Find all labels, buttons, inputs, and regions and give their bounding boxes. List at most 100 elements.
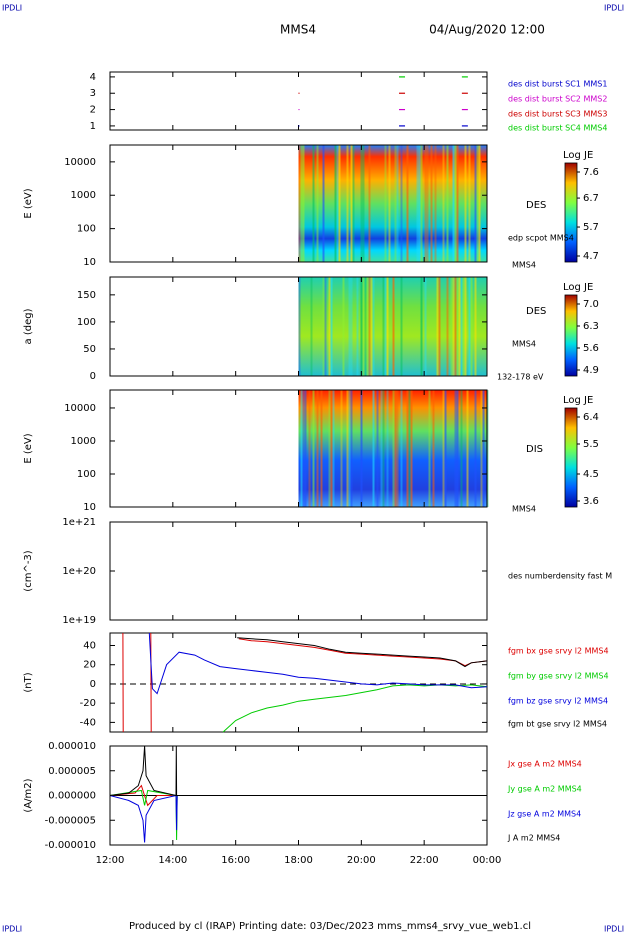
spectrogram-stripe <box>384 145 387 262</box>
y-axis-label: (nT) <box>23 672 34 692</box>
side-label: MMS4 <box>512 505 536 514</box>
colorbar-title: Log JE <box>563 282 593 293</box>
colorbar-tick-label: 4.7 <box>583 251 599 262</box>
legend-entry: fgm bx gse srvy l2 MMS4 <box>508 647 609 656</box>
side-label: DES <box>526 200 546 211</box>
spectrogram-stripe <box>350 390 353 507</box>
spectrogram-stripe <box>322 145 325 262</box>
spectrogram-stripe <box>300 145 303 262</box>
spectrogram-stripe <box>368 277 371 376</box>
y-tick-label: 100 <box>77 224 96 235</box>
y-tick-label: -0.000010 <box>45 840 96 851</box>
spectrogram-stripe <box>340 390 343 507</box>
spectrogram-stripe <box>312 390 315 507</box>
y-tick-label: 1e+21 <box>62 517 96 528</box>
y-tick-label: 3 <box>90 88 96 99</box>
spectrogram-stripe <box>446 145 449 262</box>
side-label: MMS4 <box>512 340 536 349</box>
spectrogram-stripe <box>468 145 471 262</box>
corner-label: IPDLI <box>2 4 22 13</box>
spectrogram-stripe <box>312 145 315 262</box>
y-tick-label: 10000 <box>64 157 96 168</box>
spectrogram-stripe <box>454 390 457 507</box>
spectrogram-stripe <box>364 277 367 376</box>
spectrogram-stripe <box>300 390 303 507</box>
corner-label: IPDLI <box>2 925 22 934</box>
spectrogram-stripe <box>376 390 379 507</box>
spectrogram-stripe <box>380 390 383 507</box>
y-tick-label: 0 <box>90 371 96 382</box>
spectrogram-stripe <box>426 145 429 262</box>
spectrogram-stripe <box>430 145 433 262</box>
spectrogram-stripe <box>442 390 445 507</box>
spectrogram-stripe <box>456 145 459 262</box>
spectrogram-stripe <box>356 277 359 376</box>
y-tick-label: -20 <box>80 698 96 709</box>
legend-entry: fgm by gse srvy l2 MMS4 <box>508 672 609 681</box>
spectrogram-stripe <box>424 145 427 262</box>
y-tick-label: 40 <box>83 640 96 651</box>
spectrogram-stripe <box>394 145 397 262</box>
y-tick-label: 150 <box>77 290 96 301</box>
legend-entry: Jy gse A m2 MMS4 <box>507 785 582 794</box>
colorbar <box>564 407 578 508</box>
y-tick-label: 100 <box>77 317 96 328</box>
y-tick-label: 1000 <box>71 436 96 447</box>
spectrogram-stripe <box>320 390 323 507</box>
spectrogram-stripe <box>400 277 403 376</box>
x-tick-label: 16:00 <box>221 855 250 866</box>
legend-entry: Jz gse A m2 MMS4 <box>507 810 581 819</box>
y-tick-label: 20 <box>83 660 96 671</box>
y-axis-label: (cm^-3) <box>23 550 34 591</box>
spectrogram-stripe <box>454 277 457 376</box>
colorbar-tick-label: 4.9 <box>583 365 599 376</box>
colorbar <box>564 162 578 263</box>
spectrogram-stripe <box>432 390 435 507</box>
spectrogram-stripe <box>406 390 409 507</box>
legend-entry: fgm bz gse srvy l2 MMS4 <box>508 697 608 706</box>
y-tick-label: 4 <box>90 72 96 83</box>
spectrogram-stripe <box>346 390 349 507</box>
spectrogram-stripe <box>338 145 341 262</box>
spectrogram-stripe <box>302 145 305 262</box>
y-tick-label: 1000 <box>71 190 96 201</box>
spectrogram <box>298 390 487 507</box>
spectrogram-stripe <box>476 145 479 262</box>
spectrogram-stripe <box>330 390 333 507</box>
spectrogram-stripe <box>324 277 327 376</box>
spectrogram-stripe <box>408 390 411 507</box>
spectrogram-stripe <box>434 145 437 262</box>
spectrogram-stripe <box>396 390 399 507</box>
side-label: edp scpot MMS4 <box>508 234 574 243</box>
x-tick-label: 12:00 <box>96 855 125 866</box>
spectrogram-stripe <box>392 390 395 507</box>
y-tick-label: 10 <box>83 257 96 268</box>
colorbar-tick-label: 6.4 <box>583 412 599 423</box>
date: 04/Aug/2020 12:00 <box>429 23 545 37</box>
spectrogram-stripe <box>392 277 395 376</box>
side-label: 132-178 eV <box>497 373 544 382</box>
spectrogram-stripe <box>450 277 453 376</box>
spectrogram-stripe <box>478 145 481 262</box>
spectrogram-stripe <box>360 145 363 262</box>
panel-frame <box>109 521 488 621</box>
spectrogram-stripe <box>400 390 403 507</box>
spectrogram-stripe <box>332 390 335 507</box>
spectrogram-stripe <box>346 145 349 262</box>
legend-entry: J A m2 MMS4 <box>507 834 560 843</box>
y-tick-label: 0.000010 <box>48 741 96 752</box>
colorbar-tick-label: 7.0 <box>583 299 599 310</box>
spectrogram-stripe <box>336 145 339 262</box>
spectrogram-stripe <box>348 277 351 376</box>
colorbar-tick-label: 4.5 <box>583 469 599 480</box>
spectrogram-stripe <box>460 390 463 507</box>
spectrogram-stripe <box>316 145 319 262</box>
spectrogram-stripe <box>424 277 427 376</box>
spectrogram-stripe <box>384 277 387 376</box>
colorbar <box>564 294 578 377</box>
spectrogram-stripe <box>420 277 423 376</box>
side-label: DES <box>526 306 546 317</box>
spectrogram-stripe <box>334 145 337 262</box>
y-axis-label: (A/m2) <box>23 778 34 812</box>
colorbar-tick-label: 3.6 <box>583 496 599 507</box>
